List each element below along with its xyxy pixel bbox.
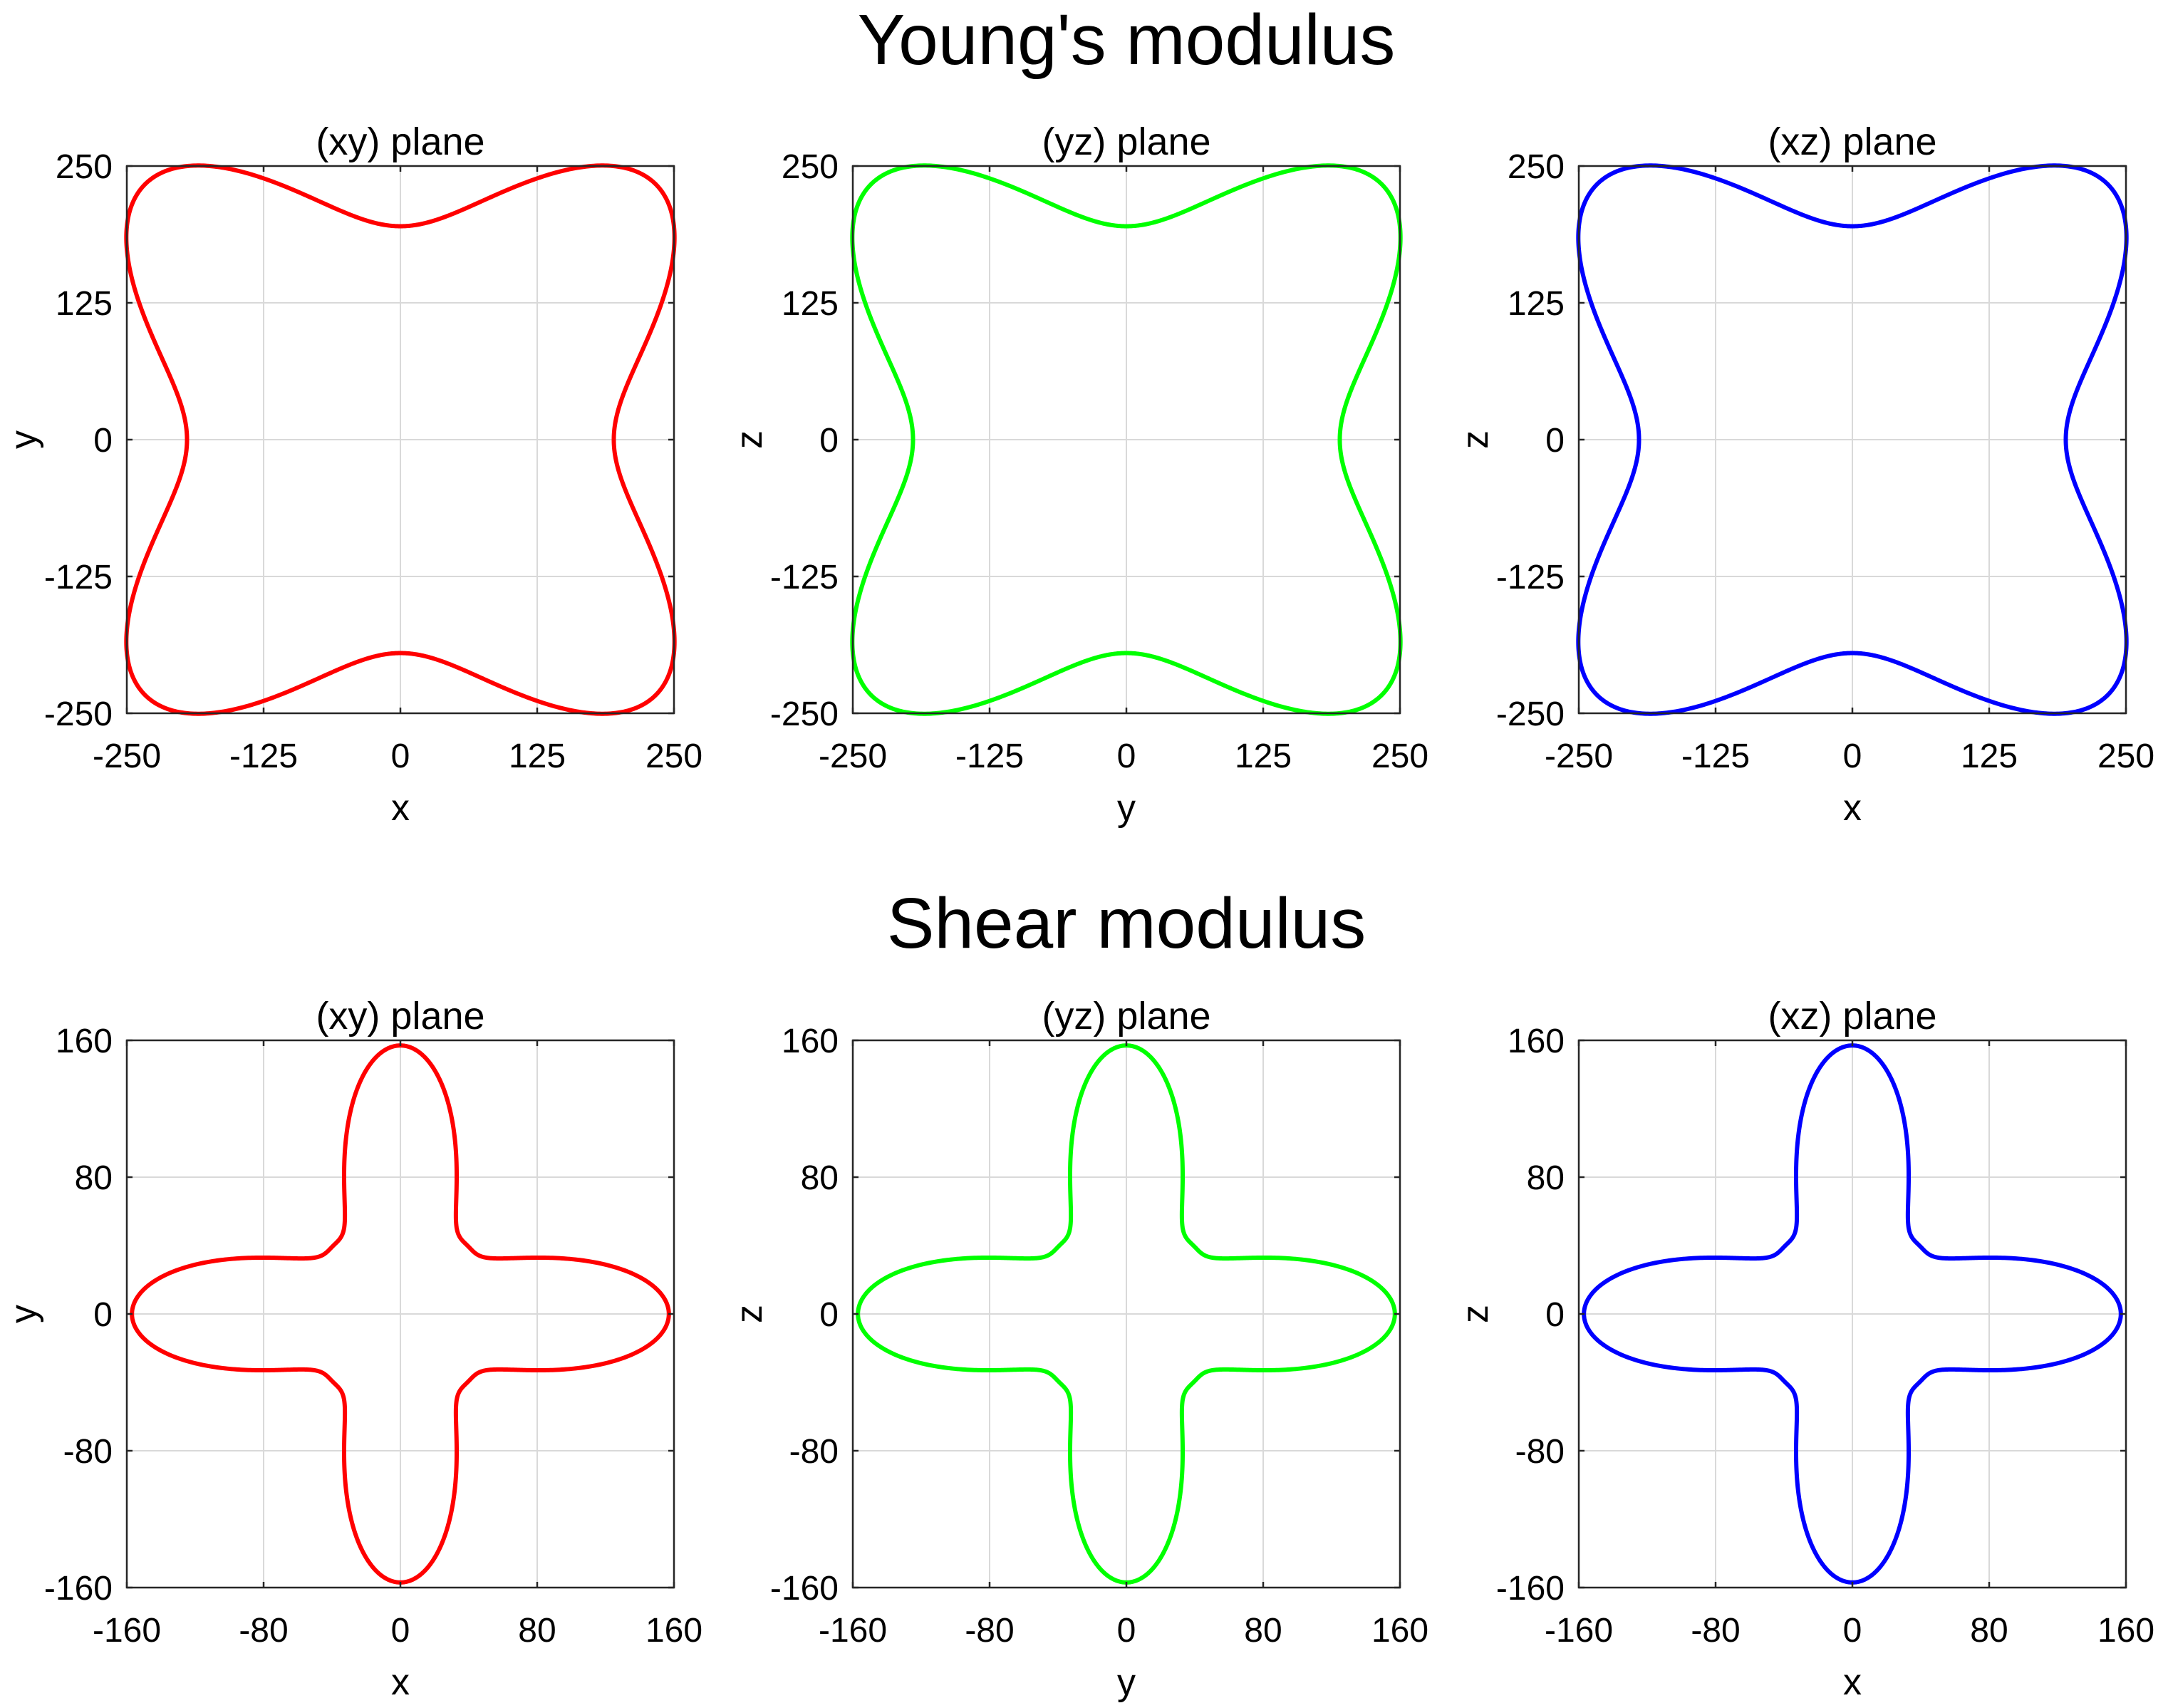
x-tick-label: -160: [93, 1612, 161, 1650]
y-tick-label: 125: [782, 285, 839, 323]
x-tick-label: 0: [1843, 737, 1862, 775]
y-tick-label: 80: [801, 1159, 839, 1197]
x-tick-label: 80: [1244, 1612, 1282, 1650]
y-tick-label: 80: [75, 1159, 113, 1197]
x-tick-label: 0: [1117, 737, 1136, 775]
y-axis-label: z: [729, 1305, 770, 1323]
subplot-0: (xy) plane -250 -125 0 125 250 -250 -125 0 125 250…: [3, 120, 702, 829]
x-tick-label: -80: [239, 1612, 288, 1650]
y-axis-label: z: [1455, 430, 1496, 449]
subplot-1: (yz) plane -250 -125 0 125 250 -250 -125 0 125 250…: [729, 120, 1428, 829]
y-tick-label: 0: [1545, 1296, 1565, 1334]
y-tick-label: 0: [1545, 422, 1565, 460]
x-tick-label: 0: [1117, 1612, 1136, 1650]
x-tick-label: -250: [819, 737, 887, 775]
subplot-title: (yz) plane: [1042, 995, 1210, 1037]
y-tick-label: 160: [1508, 1023, 1565, 1060]
subplot-title: (xz) plane: [1768, 120, 1936, 163]
subplot-4: (yz) plane -160 -80 0 80 160 -160 -80 0 80 160 y z: [729, 995, 1428, 1703]
y-axis-label: z: [1455, 1305, 1496, 1323]
y-tick-label: -160: [770, 1570, 839, 1608]
x-tick-label: 0: [391, 737, 410, 775]
x-axis-label: y: [1117, 1662, 1136, 1703]
x-axis-label: x: [391, 1662, 410, 1703]
section-title-shear: Shear modulus: [887, 884, 1366, 963]
y-tick-label: 125: [56, 285, 113, 323]
x-tick-label: -250: [1545, 737, 1613, 775]
x-tick-label: 160: [1371, 1612, 1428, 1650]
y-tick-label: 250: [1508, 148, 1565, 186]
y-tick-label: -250: [770, 695, 839, 733]
y-tick-label: -80: [1515, 1433, 1565, 1471]
y-tick-label: 0: [819, 1296, 839, 1334]
x-tick-label: 80: [1970, 1612, 2008, 1650]
y-tick-label: 80: [1527, 1159, 1565, 1197]
y-tick-label: 250: [782, 148, 839, 186]
subplot-5: (xz) plane -160 -80 0 80 160 -160 -80 0 80 160 x z: [1455, 995, 2154, 1703]
y-tick-label: 125: [1508, 285, 1565, 323]
x-tick-label: -125: [955, 737, 1024, 775]
y-tick-label: -160: [1496, 1570, 1565, 1608]
y-tick-label: 250: [56, 148, 113, 186]
y-axis-label: z: [729, 430, 770, 449]
x-tick-label: -125: [229, 737, 298, 775]
y-tick-label: 160: [56, 1023, 113, 1060]
y-axis-label: y: [3, 430, 44, 449]
subplot-2: (xz) plane -250 -125 0 125 250 -250 -125 0 125 250…: [1455, 120, 2154, 829]
x-tick-label: 250: [2097, 737, 2154, 775]
subplot-title: (xz) plane: [1768, 995, 1936, 1037]
series-curve: [850, 163, 1403, 716]
x-tick-label: 0: [391, 1612, 410, 1650]
y-tick-label: 0: [93, 1296, 113, 1334]
y-tick-label: -250: [1496, 695, 1565, 733]
x-axis-label: x: [1843, 1662, 1862, 1703]
plots-container: (xy) plane -250 -125 0 125 250 -250 -125 0 125 250…: [3, 120, 2154, 1703]
x-tick-label: 160: [645, 1612, 702, 1650]
y-tick-label: -160: [44, 1570, 113, 1608]
x-tick-label: -80: [1691, 1612, 1740, 1650]
y-tick-label: 0: [93, 422, 113, 460]
x-tick-label: 125: [1235, 737, 1292, 775]
section-title-young: Young's modulus: [858, 0, 1396, 80]
x-tick-label: 125: [1961, 737, 2018, 775]
x-tick-label: -160: [1545, 1612, 1613, 1650]
subplot-title: (yz) plane: [1042, 120, 1210, 163]
x-axis-label: y: [1117, 787, 1136, 829]
x-tick-label: 250: [645, 737, 702, 775]
y-tick-label: -125: [770, 559, 839, 596]
y-tick-label: -250: [44, 695, 113, 733]
x-tick-label: 125: [509, 737, 566, 775]
y-tick-label: -125: [44, 559, 113, 596]
x-tick-label: 0: [1843, 1612, 1862, 1650]
y-tick-label: -80: [63, 1433, 113, 1471]
series-curve: [1576, 163, 2129, 716]
subplot-3: (xy) plane -160 -80 0 80 160 -160 -80 0 80 160 x y: [3, 995, 702, 1703]
x-tick-label: -125: [1681, 737, 1750, 775]
y-tick-label: 0: [819, 422, 839, 460]
subplot-title: (xy) plane: [316, 120, 484, 163]
x-tick-label: 80: [518, 1612, 556, 1650]
x-tick-label: -80: [965, 1612, 1014, 1650]
x-tick-label: -250: [93, 737, 161, 775]
subplot-title: (xy) plane: [316, 995, 484, 1037]
x-tick-label: 160: [2097, 1612, 2154, 1650]
x-tick-label: -160: [819, 1612, 887, 1650]
x-tick-label: 250: [1371, 737, 1428, 775]
y-tick-label: 160: [782, 1023, 839, 1060]
x-axis-label: x: [391, 787, 410, 829]
y-axis-label: y: [3, 1305, 44, 1323]
x-axis-label: x: [1843, 787, 1862, 829]
series-curve: [124, 163, 677, 716]
y-tick-label: -80: [789, 1433, 839, 1471]
y-tick-label: -125: [1496, 559, 1565, 596]
